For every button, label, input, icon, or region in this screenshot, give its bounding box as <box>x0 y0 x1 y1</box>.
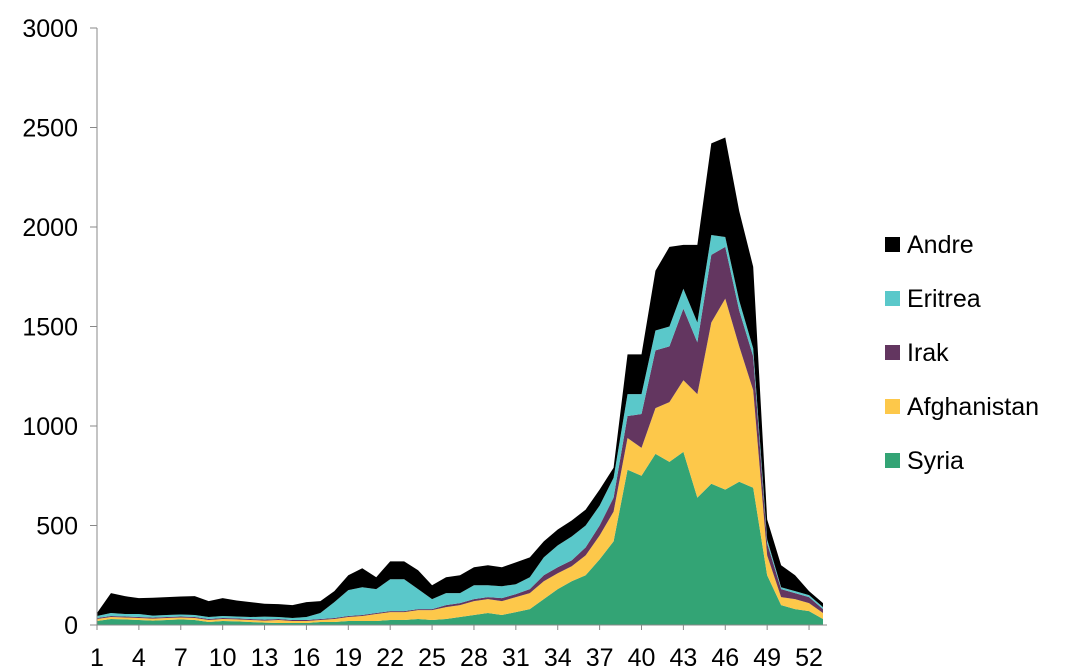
x-tick-label: 43 <box>669 644 697 672</box>
y-tick-label: 0 <box>64 612 78 640</box>
x-tick-label: 40 <box>628 644 656 672</box>
x-tick-label: 25 <box>418 644 446 672</box>
x-tick-label: 46 <box>711 644 739 672</box>
x-tick-label: 10 <box>209 644 237 672</box>
x-tick-label: 13 <box>251 644 279 672</box>
legend-swatch-eritrea <box>885 291 900 306</box>
x-tick-label: 49 <box>753 644 781 672</box>
x-tick-label: 4 <box>132 644 146 672</box>
y-axis: 0 500 1000 1500 2000 2500 3000 <box>22 15 98 640</box>
x-tick-label: 7 <box>174 644 188 672</box>
x-tick-label: 22 <box>376 644 404 672</box>
legend-swatch-irak <box>885 345 900 360</box>
y-tick-label: 2000 <box>22 214 78 242</box>
x-tick-label: 16 <box>293 644 321 672</box>
legend-label-eritrea: Eritrea <box>907 285 981 313</box>
legend-label-afghanistan: Afghanistan <box>907 393 1039 421</box>
legend-label-syria: Syria <box>907 447 964 475</box>
x-tick-label: 28 <box>460 644 488 672</box>
y-tick-label: 1500 <box>22 314 78 342</box>
x-axis: 1 4 7 10 13 16 19 22 25 28 31 34 37 40 43 46 49 52 <box>90 624 827 672</box>
legend-swatch-syria <box>885 453 900 468</box>
y-tick-label: 500 <box>36 513 78 541</box>
area-layer <box>97 137 823 625</box>
legend-swatch-afghanistan <box>885 399 900 414</box>
legend-swatch-andre <box>885 237 900 252</box>
y-tick-label: 1000 <box>22 413 78 441</box>
legend-label-andre: Andre <box>907 231 974 259</box>
legend: Andre Eritrea Irak Afghanistan Syria <box>885 231 1039 475</box>
x-tick-label: 1 <box>90 644 104 672</box>
x-tick-label: 31 <box>502 644 530 672</box>
x-tick-label: 34 <box>544 644 572 672</box>
legend-label-irak: Irak <box>907 339 949 367</box>
area-syria <box>97 451 823 625</box>
y-tick-label: 3000 <box>22 15 78 43</box>
x-tick-label: 37 <box>586 644 614 672</box>
x-tick-label: 52 <box>795 644 823 672</box>
y-tick-label: 2500 <box>22 115 78 143</box>
x-tick-label: 19 <box>334 644 362 672</box>
